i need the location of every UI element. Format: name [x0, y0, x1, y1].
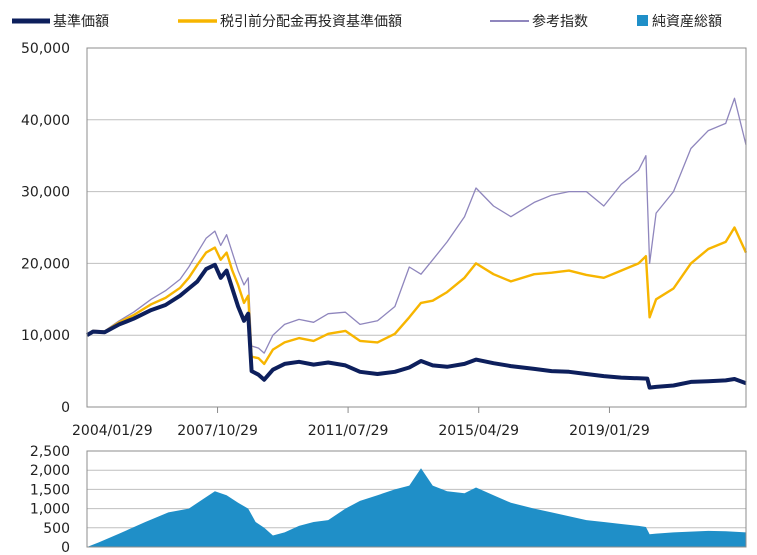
price-y-tick-label: 50,000 — [21, 41, 70, 57]
price-x-tick-label: 2004/01/29 — [72, 423, 153, 439]
net-assets-y-tick-label: 0 — [61, 540, 70, 555]
net-assets-chart: 0 500 1,000 1,500 2,000 2,500 — [30, 444, 747, 555]
price-x-tick-label: 2011/07/29 — [308, 423, 389, 439]
legend-swatch-net-assets — [637, 15, 648, 26]
price-chart-x-axis: 2004/01/29 2007/10/29 2011/07/29 2015/04/29… — [72, 407, 650, 439]
legend-label-reinvested-nav: 税引前分配金再投資基準価額 — [220, 13, 402, 30]
series-line-nav — [85, 262, 747, 390]
net-assets-chart-series — [87, 468, 746, 547]
price-y-tick-label: 10,000 — [21, 328, 70, 344]
net-assets-chart-frame — [86, 450, 747, 548]
net-assets-y-tick-label: 500 — [43, 521, 70, 537]
price-y-tick-label: 20,000 — [21, 256, 70, 272]
net-assets-y-tick-label: 1,500 — [30, 482, 70, 498]
legend-item-reference-index: 参考指数 — [490, 13, 588, 30]
net-assets-y-tick-label: 2,500 — [30, 444, 70, 460]
legend-item-reinvested-nav: 税引前分配金再投資基準価額 — [178, 13, 402, 30]
legend-label-reference-index: 参考指数 — [532, 13, 588, 30]
net-assets-area — [87, 468, 746, 547]
legend-label-net-assets: 純資産総額 — [652, 14, 722, 30]
price-chart-y-axis: 0 10,000 20,000 30,000 40,000 50,000 — [21, 41, 70, 416]
price-chart-series — [85, 97, 748, 390]
legend-item-net-assets: 純資産総額 — [637, 14, 722, 30]
series-line-reference-index — [86, 97, 747, 354]
price-chart: 0 10,000 20,000 30,000 40,000 50,000 2004/01/… — [21, 41, 748, 439]
series-line-reinvested-nav — [86, 226, 748, 366]
legend: 基準価額 税引前分配金再投資基準価額 参考指数 純資産総額 — [12, 13, 722, 30]
net-assets-y-tick-label: 2,000 — [30, 463, 70, 479]
price-x-tick-label: 2015/04/29 — [438, 423, 519, 439]
price-chart-frame — [86, 47, 747, 408]
price-chart-gridlines — [87, 47, 746, 408]
price-y-tick-label: 40,000 — [21, 113, 70, 129]
net-assets-chart-y-axis: 0 500 1,000 1,500 2,000 2,500 — [30, 444, 70, 555]
price-x-tick-label: 2019/01/29 — [569, 423, 650, 439]
price-y-tick-label: 0 — [61, 400, 70, 416]
legend-label-nav: 基準価額 — [53, 13, 109, 30]
legend-item-nav: 基準価額 — [12, 13, 109, 30]
net-assets-y-tick-label: 1,000 — [30, 502, 70, 518]
price-y-tick-label: 30,000 — [21, 185, 70, 201]
price-x-tick-label: 2007/10/29 — [177, 423, 258, 439]
